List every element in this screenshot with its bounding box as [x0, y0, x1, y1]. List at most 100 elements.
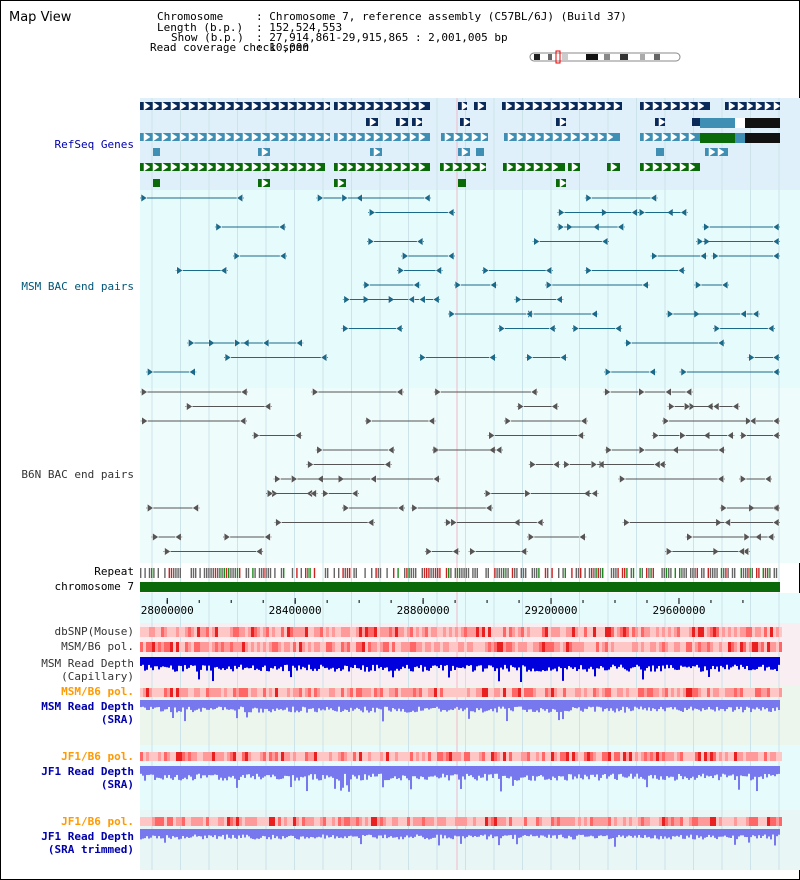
gene-arrow — [337, 162, 345, 172]
jf1-depth-bar — [342, 766, 344, 788]
msm-depth-cap-bar — [532, 657, 534, 669]
msm-pol-heat — [638, 642, 641, 652]
dbsnp-label[interactable]: dbSNP(Mouse) — [54, 625, 134, 638]
jf1-depth-trim-bar — [384, 829, 386, 835]
b6n-bac-pair-end — [485, 503, 493, 513]
msm-depth-capillary-label[interactable]: MSM Read Depth — [41, 657, 134, 670]
jf1-depth-label[interactable]: JF1 Read Depth — [41, 765, 134, 778]
dbsnp-heat — [695, 627, 698, 637]
msm-bac-label[interactable]: MSM BAC end pairs — [21, 280, 134, 293]
msm-depth-sra-label[interactable]: MSM Read Depth — [41, 700, 134, 713]
jf1-pol-trim-heat — [509, 817, 512, 826]
msm-bac-pair-end — [713, 324, 721, 333]
b6n-bac-pair-end — [712, 402, 720, 411]
msm-depth-sra-bar — [532, 700, 534, 712]
jf1-depth-trim-bar — [400, 829, 402, 837]
jf1-depth-trim-bar — [612, 829, 614, 838]
msm-depth-cap-bar — [294, 657, 296, 668]
dbsnp-heat — [581, 627, 584, 637]
jf1-pol-heat — [722, 752, 725, 761]
repeat-mark — [377, 568, 379, 578]
repeat-mark — [192, 568, 195, 578]
jf1-depth-bar — [282, 766, 284, 779]
dbsnp-heat — [335, 627, 338, 637]
msm-pol-heat — [206, 642, 209, 652]
msm-pol-heat — [161, 642, 164, 652]
jf1-depth-bar — [760, 766, 762, 777]
jf1-depth-bar — [544, 766, 546, 780]
ideogram-band — [562, 54, 568, 60]
jf1-depth-bar — [262, 766, 264, 778]
msm-pol-heat — [596, 642, 599, 652]
jf1-depth-bar — [688, 766, 690, 780]
gene-arrow — [661, 162, 669, 172]
gene-arrow — [391, 162, 399, 172]
b6n-bac-pair-end — [274, 474, 282, 484]
msm-pol-heat — [509, 642, 512, 652]
msm-b6-pol-label[interactable]: MSM/B6 pol. — [61, 640, 134, 653]
gene-arrow — [461, 162, 469, 172]
b6n-bac-pair-end — [662, 416, 670, 426]
msm-depth-sra-bar — [752, 700, 754, 709]
msm-depth-cap-bar — [226, 657, 228, 669]
jf1-depth-trimmed-label[interactable]: JF1 Read Depth — [41, 830, 134, 843]
msm-depth-sra-bar — [240, 700, 242, 707]
dbsnp-heat — [779, 627, 782, 637]
msm-depth-cap-bar — [530, 657, 532, 672]
msm-pol-heat — [317, 642, 320, 652]
b6n-bac-pair-end — [653, 460, 661, 469]
msm-depth-cap-bar — [322, 657, 324, 667]
jf1-depth-trim-bar — [354, 829, 356, 837]
jf1-depth-trim-bar — [704, 829, 706, 838]
msm-pol-sra-heat — [386, 688, 389, 697]
msm-pol-heat — [191, 642, 194, 652]
jf1-pol-heat — [665, 752, 668, 761]
msm-b6-pol-sra-label[interactable]: MSM/B6 pol. — [61, 685, 134, 698]
jf1-depth-bar — [280, 766, 282, 779]
jf1-pol-trimmed-label[interactable]: JF1/B6 pol. — [61, 815, 134, 828]
msm-pol-heat — [707, 642, 710, 652]
jf1-pol-trim-heat — [146, 817, 149, 826]
refseq-genes-label[interactable]: RefSeq Genes — [54, 138, 134, 151]
msm-pol-heat — [722, 642, 725, 652]
b6n-bac-pair-end — [638, 387, 646, 397]
jf1-depth-trim-bar — [200, 829, 202, 837]
b6n-bac-pair-end — [445, 518, 453, 527]
msm-pol-heat — [674, 642, 677, 652]
repeat-mark — [516, 568, 518, 578]
jf1-depth-trim-bar — [462, 829, 464, 837]
msm-depth-cap-bar — [408, 657, 410, 669]
jf1-pol-trim-heat — [362, 817, 365, 826]
msm-pol-sra-heat — [638, 688, 641, 697]
b6n-bac-label[interactable]: B6N BAC end pairs — [21, 468, 134, 481]
jf1-depth-trim-bar — [458, 829, 460, 837]
jf1-depth-bar — [212, 766, 214, 776]
jf1-depth-trim-bar — [678, 829, 680, 837]
msm-pol-heat — [425, 642, 428, 652]
msm-pol-sra-heat — [485, 688, 488, 697]
jf1-pol-label[interactable]: JF1/B6 pol. — [61, 750, 134, 763]
msm-depth-cap-bar — [726, 657, 728, 665]
gene-arrow — [610, 162, 618, 172]
jf1-depth-trim-bar — [720, 829, 722, 837]
jf1-depth-trim-bar — [304, 829, 306, 839]
msm-depth-cap-bar — [338, 657, 340, 669]
repeat-mark — [547, 568, 549, 578]
jf1-depth-bar — [732, 766, 734, 775]
jf1-pol-heat — [374, 752, 377, 761]
msm-pol-sra-heat — [269, 688, 272, 697]
msm-bac-pair-end — [215, 222, 223, 232]
jf1-depth-bar — [736, 766, 738, 777]
msm-pol-heat — [467, 642, 470, 652]
gene-arrow — [260, 162, 268, 172]
dbsnp-heat — [356, 627, 359, 637]
jf1-depth-trim-bar — [414, 829, 416, 837]
msm-depth-sra-bar — [216, 700, 218, 708]
jf1-pol-trim-heat — [425, 817, 428, 826]
msm-pol-heat — [245, 642, 248, 652]
msm-depth-cap-bar — [462, 657, 464, 668]
jf1-pol-trim-heat — [236, 817, 239, 826]
jf1-pol-heat — [590, 752, 593, 761]
jf1-depth-trim-bar — [292, 829, 294, 836]
msm-depth-cap-bar — [206, 657, 208, 671]
